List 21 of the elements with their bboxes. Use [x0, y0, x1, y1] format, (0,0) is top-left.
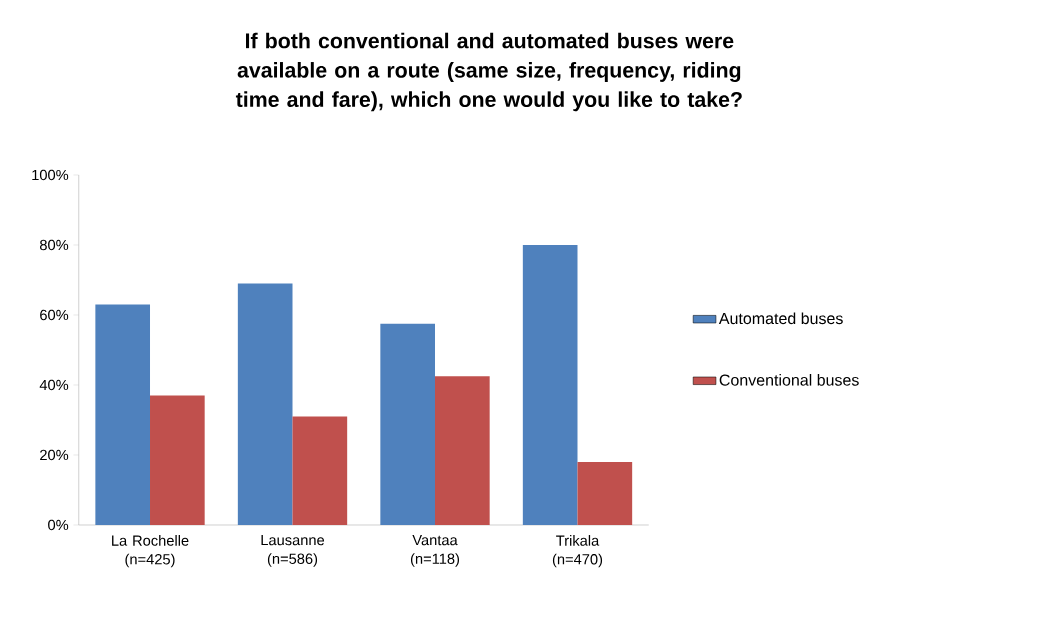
bar [380, 323, 436, 525]
x-tick-label: Lausanne (n=586) [261, 535, 325, 567]
x-tick-label: Vantaa (n=118) [410, 535, 460, 567]
bar [522, 244, 578, 525]
bar [150, 395, 205, 525]
bar [95, 304, 151, 525]
y-tick-label: 80% [39, 239, 69, 251]
y-tick-label: 60% [40, 309, 69, 321]
y-tick-label: 100% [32, 169, 69, 181]
y-tick-label: 40% [39, 379, 69, 391]
x-tick-label: Trikala (n=470) [552, 535, 603, 568]
x-tick-label: La Rochelle (n=425) [112, 535, 189, 568]
bar [292, 416, 348, 525]
y-tick-label: 20% [40, 449, 69, 461]
bar [577, 461, 633, 525]
legend-label: Conventional buses [719, 374, 859, 386]
bar [237, 283, 293, 525]
bar [435, 376, 490, 525]
chart-title: If both conventional and automated buses were available on a route (same size, frequency, riding time and fare), which one would you like to take? [235, 32, 742, 112]
y-tick-label: 0% [48, 519, 69, 531]
legend-label: Automated buses [718, 312, 843, 325]
